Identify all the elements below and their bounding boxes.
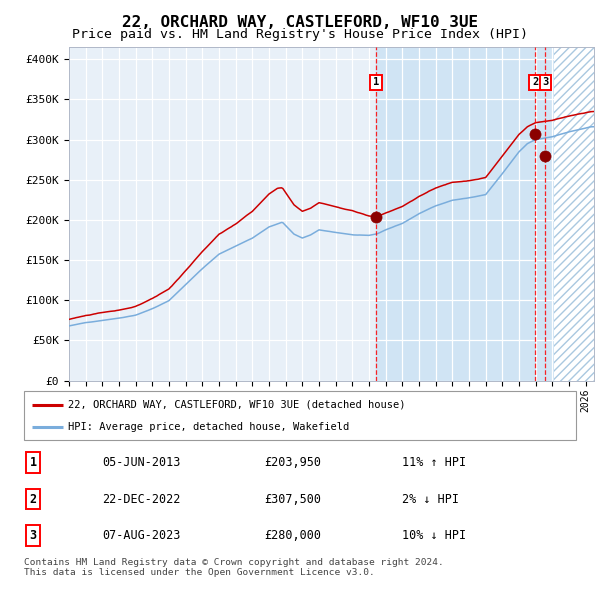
Text: 2% ↓ HPI: 2% ↓ HPI <box>402 493 459 506</box>
Text: 3: 3 <box>29 529 37 542</box>
Text: 22, ORCHARD WAY, CASTLEFORD, WF10 3UE (detached house): 22, ORCHARD WAY, CASTLEFORD, WF10 3UE (d… <box>68 399 406 409</box>
Text: HPI: Average price, detached house, Wakefield: HPI: Average price, detached house, Wake… <box>68 422 349 432</box>
Bar <box>554 47 594 381</box>
Text: £203,950: £203,950 <box>264 456 321 469</box>
Text: 3: 3 <box>542 77 548 87</box>
Text: 10% ↓ HPI: 10% ↓ HPI <box>402 529 466 542</box>
Text: 05-JUN-2013: 05-JUN-2013 <box>102 456 181 469</box>
Text: £280,000: £280,000 <box>264 529 321 542</box>
Bar <box>376 47 554 381</box>
Text: Contains HM Land Registry data © Crown copyright and database right 2024.
This d: Contains HM Land Registry data © Crown c… <box>24 558 444 577</box>
Text: 2: 2 <box>532 77 538 87</box>
FancyBboxPatch shape <box>24 391 576 440</box>
Text: Price paid vs. HM Land Registry's House Price Index (HPI): Price paid vs. HM Land Registry's House … <box>72 28 528 41</box>
Text: 22, ORCHARD WAY, CASTLEFORD, WF10 3UE: 22, ORCHARD WAY, CASTLEFORD, WF10 3UE <box>122 15 478 30</box>
Text: 11% ↑ HPI: 11% ↑ HPI <box>402 456 466 469</box>
Text: 07-AUG-2023: 07-AUG-2023 <box>102 529 181 542</box>
Text: 2: 2 <box>29 493 37 506</box>
Text: 1: 1 <box>29 456 37 469</box>
Text: 22-DEC-2022: 22-DEC-2022 <box>102 493 181 506</box>
Text: £307,500: £307,500 <box>264 493 321 506</box>
Text: 1: 1 <box>373 77 379 87</box>
